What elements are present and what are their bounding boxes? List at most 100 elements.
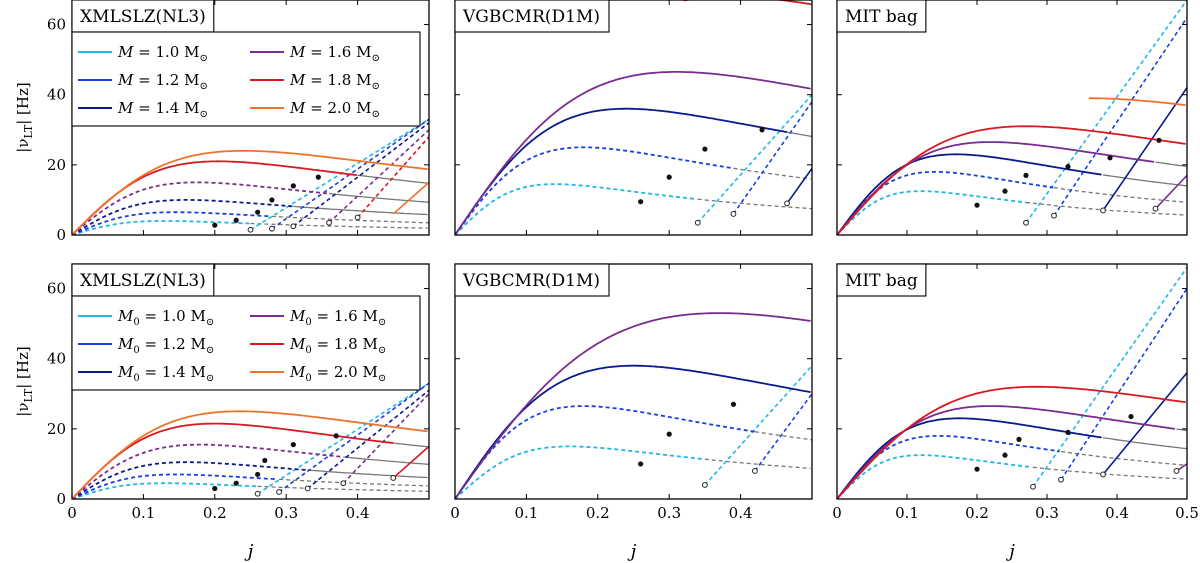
x-tick-label: 0.5: [1175, 504, 1199, 522]
minimum-marker: [247, 226, 254, 233]
continuation-curve: [257, 485, 429, 492]
series-line: [837, 417, 1102, 499]
series-rise-branch: [1060, 288, 1187, 481]
legend-label: M = 1.8 M⊙: [289, 71, 380, 92]
series-rise-branch: [1032, 267, 1187, 488]
series-rise-branch: [1154, 174, 1187, 210]
axes-frame: [836, 263, 1188, 500]
minimum-marker: [1173, 468, 1180, 474]
y-tick-label: 60: [47, 280, 66, 298]
data-point-marker: [666, 431, 672, 437]
legend-label: M = 1.6 M⊙: [289, 43, 380, 64]
data-point-marker: [974, 466, 980, 472]
data-point-marker: [759, 127, 765, 133]
series-line: [837, 171, 1054, 235]
x-tick-label: 0.3: [1035, 504, 1059, 522]
continuation-curve: [786, 131, 812, 138]
axes-frame: [454, 263, 813, 500]
minimum-marker: [340, 480, 347, 487]
continuation-curve: [343, 456, 429, 465]
minimum-marker: [1023, 219, 1029, 226]
minimum-marker: [254, 490, 261, 497]
series-line: [72, 461, 308, 499]
series-line: [1089, 97, 1186, 106]
data-point-marker: [233, 480, 239, 486]
plot-area: [455, 312, 812, 499]
series-rise-branch: [1053, 17, 1187, 217]
y-axis-label-main: |ν: [14, 139, 32, 153]
legend-label: M0 = 1.4 M⊙: [117, 363, 214, 384]
series-rise-branch: [392, 181, 429, 215]
x-tick-label: 0.3: [274, 504, 298, 522]
minimum-marker: [1100, 471, 1106, 478]
series-line: [455, 405, 756, 499]
series-rise-branch: [392, 445, 429, 479]
x-tick-label: 0: [450, 504, 460, 522]
continuation-curve: [1060, 450, 1187, 466]
series-rise-branch: [257, 382, 429, 495]
data-point-marker: [262, 457, 268, 464]
panel-title-box: [454, 263, 610, 297]
minimum-marker: [702, 482, 708, 488]
series-rise-branch: [328, 129, 429, 224]
axes-frame: [454, 0, 813, 236]
data-point-marker: [1128, 413, 1134, 420]
continuation-curve: [1102, 174, 1187, 187]
series-line: [72, 199, 293, 235]
data-point-marker: [702, 146, 708, 152]
panel-title: XMLSLZ(NL3): [80, 271, 206, 291]
legend-label: M0 = 2.0 M⊙: [289, 363, 386, 384]
series-rise-branch: [697, 94, 812, 224]
series-rise-branch: [292, 122, 429, 227]
series-line: [455, 312, 811, 499]
panel-3: MIT bag: [836, 0, 1188, 236]
panel-title: MIT bag: [845, 7, 918, 27]
continuation-curve: [250, 222, 428, 229]
series-line: [72, 181, 330, 235]
data-point-marker: [212, 485, 218, 492]
series-line: [72, 410, 428, 499]
series-rise-branch: [1102, 87, 1187, 211]
series-line: [455, 445, 704, 499]
series-line: [455, 71, 811, 235]
continuation-curve: [393, 442, 428, 448]
series-line: [72, 422, 394, 499]
x-tick-label: 0.2: [203, 504, 227, 522]
y-axis-label-unit: | [Hz]: [14, 82, 32, 125]
continuation-curve: [1025, 201, 1186, 216]
minimum-marker: [390, 475, 397, 481]
x-tick-label: 0.1: [131, 504, 155, 522]
y-axis-label-sub: LT: [22, 388, 35, 402]
continuation-curve: [293, 205, 428, 216]
continuation-curve: [733, 167, 811, 180]
y-tick-label: 60: [47, 16, 66, 34]
panel-1: 0 20 40 60 XMLSLZ(NL3) |νLT| [Hz] M = 1.0 M⊙ M …: [14, 0, 430, 244]
continuation-curve: [279, 478, 428, 487]
continuation-curve: [697, 198, 812, 210]
data-point-marker: [1065, 164, 1071, 170]
data-point-marker: [212, 222, 218, 228]
y-axis-label-sub: LT: [22, 124, 35, 138]
panel-title: MIT bag: [845, 271, 918, 291]
series-rise-branch: [271, 118, 429, 230]
continuation-curve: [307, 469, 428, 479]
data-point-marker: [1016, 436, 1022, 442]
continuation-curve: [1176, 428, 1187, 432]
plot-area: [837, 0, 1187, 235]
continuation-curve: [328, 192, 429, 203]
continuation-curve: [1053, 186, 1186, 203]
axes-frame: [836, 0, 1188, 236]
minimum-marker: [1051, 212, 1057, 219]
legend-label: M0 = 1.8 M⊙: [289, 335, 386, 356]
data-point-marker: [1065, 429, 1071, 435]
minimum-marker: [276, 489, 282, 495]
data-point-marker: [1023, 172, 1029, 178]
minimum-marker: [290, 223, 297, 230]
series-line: [72, 443, 342, 499]
series-line: [72, 220, 250, 235]
series-line: [837, 125, 1186, 235]
y-axis-label-unit: | [Hz]: [14, 346, 32, 389]
x-tick-label: 0: [832, 504, 842, 522]
panel-title: VGBCMR(D1M): [462, 271, 600, 291]
y-tick-label: 20: [47, 156, 66, 174]
